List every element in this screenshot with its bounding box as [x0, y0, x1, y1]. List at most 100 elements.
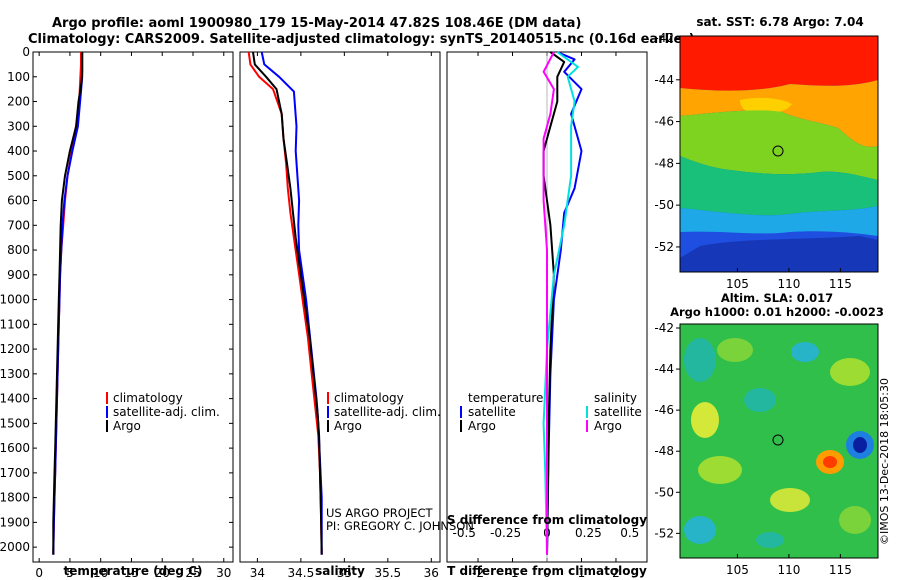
y-tick-label: 600	[7, 194, 30, 208]
map-y-tick-label: -44	[654, 73, 674, 87]
credit-pi: PI: GREGORY C. JOHNSON	[326, 519, 474, 533]
map-x-tick-label: 105	[726, 277, 749, 291]
legend-label: Argo	[468, 419, 496, 433]
map-y-tick-label: -44	[654, 362, 674, 376]
y-tick-label: 900	[7, 268, 30, 282]
y-tick-label: 400	[7, 144, 30, 158]
legend-title-temperature: temperature	[468, 391, 543, 405]
x-tick-label: 35.5	[374, 566, 401, 580]
map-x-tick-label: 110	[777, 277, 800, 291]
legend-label: Argo	[594, 419, 622, 433]
legend-title-salinity: salinity	[594, 391, 637, 405]
legend-label: climatology	[113, 391, 183, 405]
x-tick-label: 10	[93, 566, 108, 580]
x-tick-label: 30	[216, 566, 231, 580]
secondary-tick-label: 0.25	[575, 526, 602, 540]
temperature-legend: climatology satellite-adj. clim. Argo	[106, 391, 220, 433]
argo-position-marker	[772, 145, 784, 157]
series-line-satellite-adj-clim-	[52, 52, 84, 555]
sla-map-subtitle: Argo h1000: 0.01 h2000: -0.0023	[670, 305, 884, 319]
x-tick-label: 2	[612, 566, 620, 580]
secondary-tick-label: -0.25	[490, 526, 521, 540]
x-tick-label: 35	[337, 566, 352, 580]
sst-map-axes: -42 -44 -46 -48 -50 -52 105 110 115	[654, 31, 851, 291]
series-line-salinity-argo	[542, 51, 555, 555]
x-tick-label: 1	[578, 566, 586, 580]
map-x-tick-label: 105	[726, 563, 749, 577]
series-line-argo	[252, 51, 323, 555]
map-x-tick-label: 115	[829, 277, 852, 291]
map-y-tick-label: -48	[654, 444, 674, 458]
y-tick-label: 300	[7, 119, 30, 133]
timestamp-stamp: ©IMOS 13-Dec-2018 18:05:30	[878, 378, 891, 545]
y-tick-label: 1200	[0, 342, 30, 356]
legend-label: satellite	[594, 405, 642, 419]
x-tick-label: 5	[66, 566, 74, 580]
legend-label: satellite	[468, 405, 516, 419]
sla-map-title: Altim. SLA: 0.017	[721, 291, 833, 305]
map-x-tick-label: 110	[777, 563, 800, 577]
map-y-tick-label: -52	[654, 240, 674, 254]
sla-map-axes: -42 -44 -46 -48 -50 -52 105 110 115	[654, 321, 851, 577]
legend-label: Argo	[334, 419, 362, 433]
legend-label: satellite-adj. clim.	[334, 405, 441, 419]
map-y-tick-label: -48	[654, 156, 674, 170]
salinity-legend: climatology satellite-adj. clim. Argo	[327, 391, 441, 433]
temperature-panel-frame	[32, 51, 234, 563]
x-tick-label: 34	[250, 566, 265, 580]
y-tick-label: 1400	[0, 392, 30, 406]
difference-legend: temperature satellite Argo salinity sate…	[460, 391, 642, 433]
difference-chart: -2 -1 0 1 2-0.5 -0.25 0 0.25 0.5	[453, 51, 639, 580]
x-tick-label: -1	[507, 566, 519, 580]
secondary-tick-label: -0.5	[453, 526, 476, 540]
y-tick-label: 1000	[0, 293, 30, 307]
salinity-xlabel: salinity	[315, 564, 365, 578]
series-line-satellite-adj-clim-	[260, 51, 323, 555]
y-tick-label: 500	[7, 169, 30, 183]
y-tick-label: 2000	[0, 540, 30, 554]
y-tick-label: 200	[7, 95, 30, 109]
map-y-tick-label: -52	[654, 526, 674, 540]
sst-map-frame	[679, 35, 879, 273]
y-tick-label: 1900	[0, 515, 30, 529]
x-tick-label: 15	[124, 566, 139, 580]
y-tick-label: 1600	[0, 441, 30, 455]
salinity-panel-frame	[239, 51, 441, 563]
x-tick-label: 20	[155, 566, 170, 580]
sst-map-title: sat. SST: 6.78 Argo: 7.04	[696, 15, 863, 29]
map-y-tick-label: -50	[654, 198, 674, 212]
sla-map-frame	[679, 323, 879, 559]
y-tick-label: 1500	[0, 416, 30, 430]
y-tick-label: 1100	[0, 317, 30, 331]
title-line-2: Climatology: CARS2009. Satellite-adjuste…	[28, 32, 695, 47]
map-y-tick-label: -46	[654, 403, 674, 417]
y-tick-label: 700	[7, 218, 30, 232]
sla-map	[680, 324, 878, 558]
difference-xlabel: T difference from climatology	[447, 564, 647, 578]
argo-position-marker	[772, 434, 784, 446]
legend-label: satellite-adj. clim.	[113, 405, 220, 419]
x-tick-label: 36	[424, 566, 439, 580]
map-y-tick-label: -46	[654, 115, 674, 129]
y-tick-label: 100	[7, 70, 30, 84]
sst-map	[680, 36, 878, 272]
x-tick-label: 34.5	[288, 566, 315, 580]
y-tick-label: 800	[7, 243, 30, 257]
x-tick-label: -2	[472, 566, 484, 580]
y-tick-label: 1800	[0, 491, 30, 505]
salinity-chart: 34 34.5 35 35.5 36	[247, 51, 439, 580]
x-tick-label: 0	[35, 566, 43, 580]
temperature-chart: 0100200300400500600700800900100011001200…	[0, 45, 233, 580]
map-y-tick-label: -42	[654, 321, 674, 335]
secondary-tick-label: 0.5	[620, 526, 639, 540]
y-tick-label: 0	[22, 45, 30, 59]
series-line-salinity-satellite	[542, 51, 579, 555]
y-tick-label: 1300	[0, 367, 30, 381]
difference-secondary-label: S difference from climatology	[447, 513, 647, 527]
x-tick-label: 25	[185, 566, 200, 580]
map-x-tick-label: 115	[829, 563, 852, 577]
temperature-xlabel: temperature (deg C)	[64, 564, 203, 578]
series-line-argo	[52, 52, 84, 555]
